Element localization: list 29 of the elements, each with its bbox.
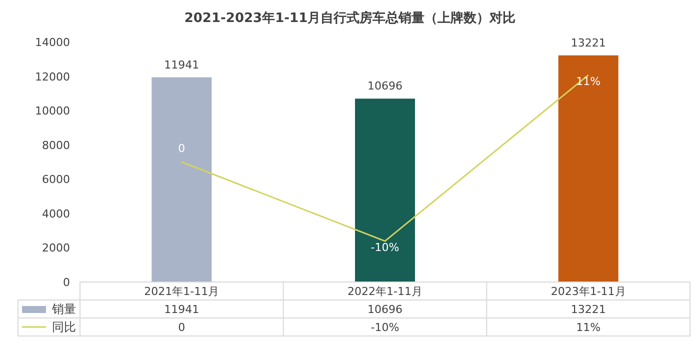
data-label: -10% <box>370 321 400 334</box>
text: 0 <box>178 142 186 155</box>
legend-label: 同比 <box>52 320 76 334</box>
legend-label: 销量 <box>51 302 76 316</box>
chart-title: 2021-2023年1-11月自行式房车总销量（上牌数）对比 <box>184 10 516 26</box>
x-tick-label: 2021年1-11月 <box>144 285 220 298</box>
text: 13221 <box>570 36 606 50</box>
y-tick-label: 4000 <box>42 207 70 220</box>
y-tick-label: 12000 <box>35 70 70 84</box>
y-tick-label: 14000 <box>35 36 70 49</box>
x-tick-label: 2023年1-11月 <box>550 285 626 298</box>
y-tick-label: 0 <box>63 276 70 289</box>
text: 11941 <box>164 58 200 72</box>
y-tick-label: 10000 <box>35 104 70 118</box>
data-label: 11941 <box>164 303 200 316</box>
y-tick-label: 2000 <box>42 242 70 255</box>
text: 11% <box>576 75 601 88</box>
bar <box>558 55 618 282</box>
data-label: 13221 <box>570 303 606 316</box>
bar <box>152 77 212 282</box>
data-label: 11% <box>576 321 601 334</box>
bar <box>355 98 415 282</box>
y-tick-label: 6000 <box>42 173 70 186</box>
y-tick-label: 8000 <box>42 138 70 152</box>
data-label: 10696 <box>368 303 402 316</box>
text: 10696 <box>368 80 402 93</box>
x-tick-label: 2022年1-11月 <box>348 285 422 298</box>
data-label: 0 <box>178 321 186 334</box>
text: -10% <box>370 241 400 254</box>
